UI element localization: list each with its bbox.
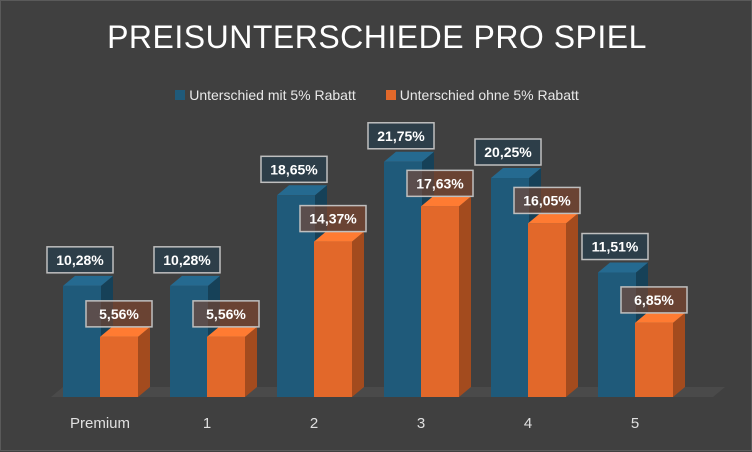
bar-s2-c0 — [100, 336, 138, 397]
bar-s1-c2-top — [277, 185, 327, 196]
bar-s2-c5 — [635, 322, 673, 397]
bar-s2-c1-top — [207, 326, 257, 337]
legend-item-series-1: Unterschied mit 5% Rabatt — [175, 87, 356, 103]
legend-swatch-series-1 — [175, 90, 186, 100]
data-label-box-s2-c3 — [406, 169, 474, 198]
bar-s2-c5-side — [673, 312, 685, 397]
x-tick-label-4: 4 — [524, 415, 532, 432]
bar-s2-c4 — [528, 223, 566, 397]
x-tick-label-2: 2 — [310, 415, 318, 432]
bar-s2-c2 — [314, 241, 352, 397]
data-label-box-s1-c0 — [46, 246, 114, 274]
bar-s2-c1-side — [245, 326, 257, 397]
data-label-box-s2-c1 — [192, 300, 260, 328]
data-label-s1-c1: 10,28% — [163, 252, 211, 268]
data-label-s2-c2: 14,37% — [309, 211, 357, 227]
data-label-s1-c0: 10,28% — [56, 252, 104, 268]
data-label-box-s2-c2 — [299, 204, 367, 233]
bar-s2-c3 — [421, 206, 459, 397]
legend-swatch-series-2 — [385, 90, 396, 100]
bar-s2-c4-top — [528, 213, 578, 224]
bar-s1-c3 — [384, 161, 422, 397]
x-tick-label-0: Premium — [70, 415, 130, 432]
bar-s1-c1-top — [170, 275, 220, 286]
data-label-s1-c5: 11,51% — [592, 239, 639, 255]
data-label-s2-c1: 5,56% — [206, 306, 246, 322]
bar-s1-c0-top — [63, 275, 113, 286]
bar-s2-c4-side — [566, 213, 578, 397]
bar-s2-c0-top — [100, 326, 150, 337]
bar-s2-c2-top — [314, 231, 364, 242]
bar-s2-c0-side — [138, 326, 150, 397]
bar-s2-c1 — [207, 336, 245, 397]
data-label-box-s2-c4 — [513, 186, 581, 215]
data-label-s1-c2: 18,65% — [270, 161, 318, 177]
bar-s1-c4-top — [491, 168, 541, 179]
data-label-box-s1-c3 — [367, 122, 435, 150]
bar-s1-c4 — [491, 178, 529, 397]
legend-label-series-1: Unterschied mit 5% Rabatt — [189, 87, 356, 103]
data-label-box-s1-c5 — [581, 232, 649, 261]
data-label-box-s1-c1 — [153, 246, 221, 274]
data-label-box-s1-c4 — [474, 138, 542, 166]
data-label-s2-c0: 5,56% — [99, 306, 139, 322]
x-tick-label-5: 5 — [631, 415, 639, 432]
data-label-box-s1-c2 — [260, 155, 328, 184]
data-label-box-s2-c0 — [85, 300, 153, 328]
legend-label-series-2: Unterschied ohne 5% Rabatt — [399, 87, 579, 103]
bar-s1-c5-top — [598, 262, 648, 273]
chart-title: PREISUNTERSCHIEDE PRO SPIEL — [107, 19, 647, 55]
data-label-box-s2-c5 — [620, 286, 688, 314]
data-label-s2-c4: 16,05% — [523, 192, 571, 208]
data-label-s2-c3: 17,63% — [416, 175, 464, 191]
data-label-s2-c5: 6,85% — [634, 292, 674, 308]
legend-item-series-2: Unterschied ohne 5% Rabatt — [385, 87, 579, 103]
bar-s2-c3-side — [459, 196, 471, 397]
bar-s2-c5-top — [635, 312, 685, 323]
bar-s1-c3-top — [384, 151, 434, 162]
x-tick-label-3: 3 — [417, 415, 425, 432]
x-tick-label-1: 1 — [203, 415, 211, 432]
bar-s2-c3-top — [421, 196, 471, 207]
data-label-s1-c3: 21,75% — [377, 128, 425, 144]
data-label-s1-c4: 20,25% — [484, 144, 532, 160]
bar-s2-c2-side — [352, 231, 364, 397]
legend: Unterschied mit 5% Rabatt Unterschied oh… — [1, 87, 752, 103]
